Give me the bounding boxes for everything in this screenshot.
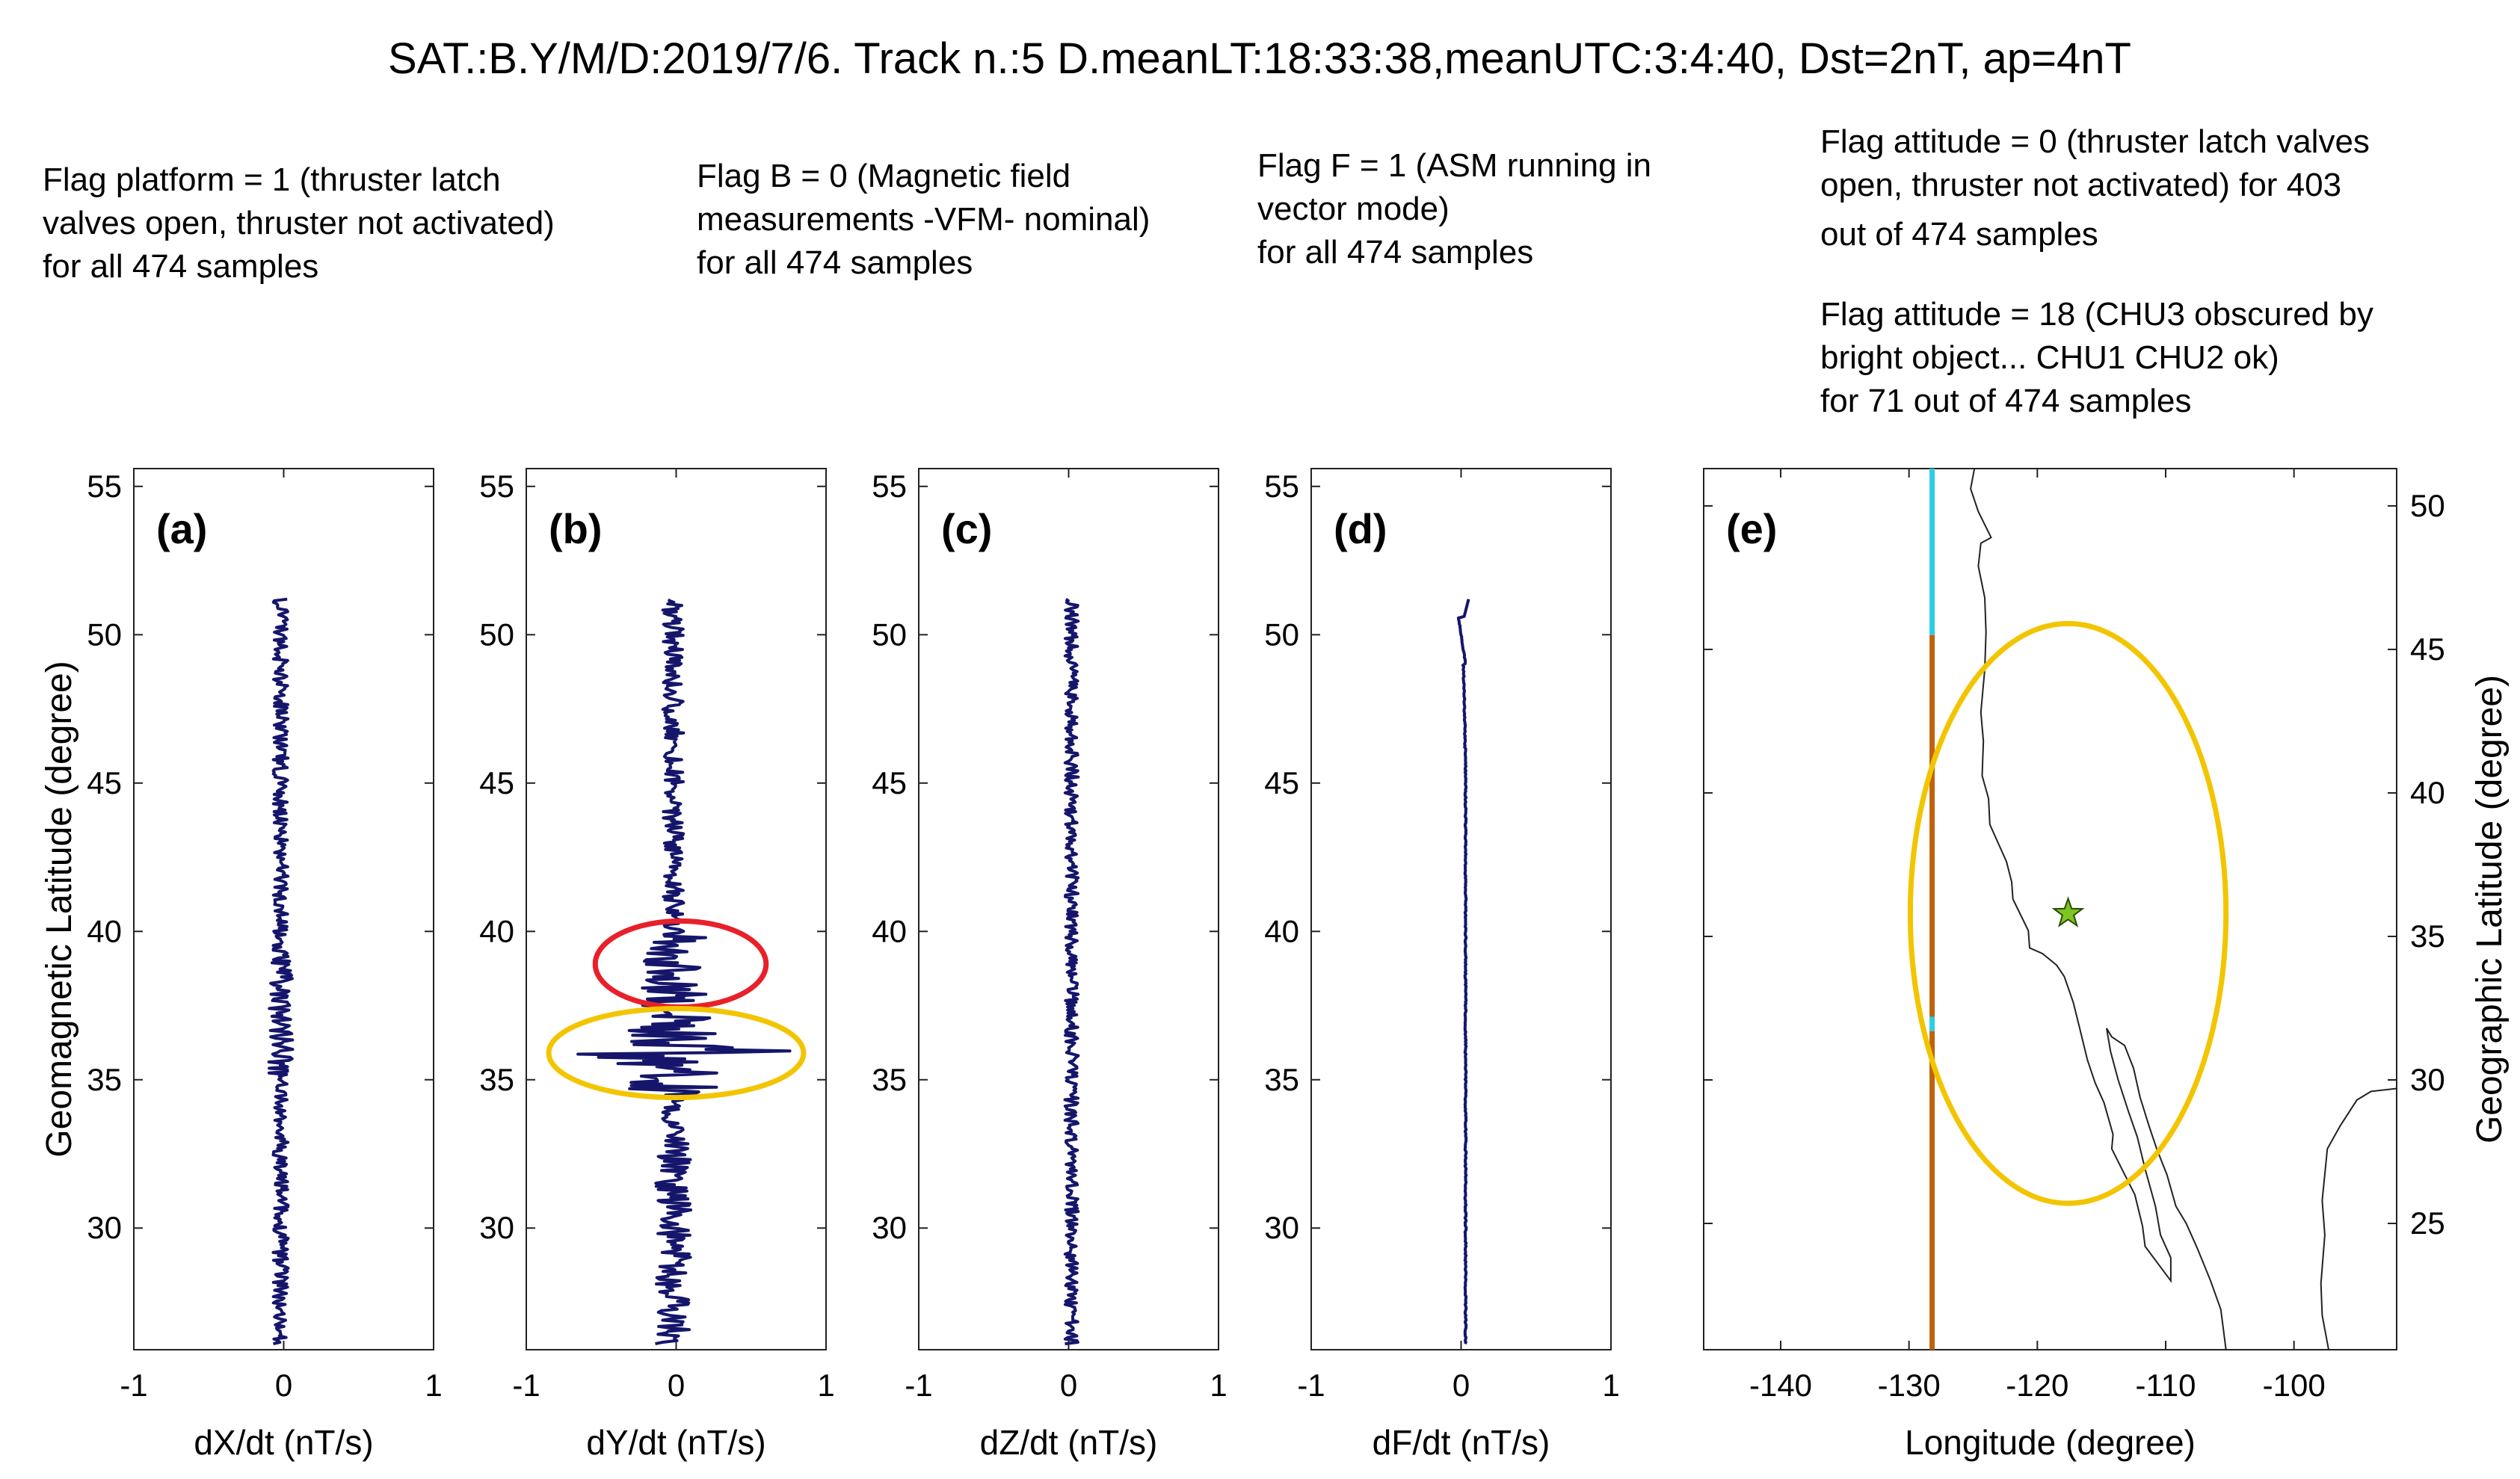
note-line: vector mode)	[1257, 191, 1450, 227]
note-line: Flag attitude = 0 (thruster latch valves	[1820, 123, 2370, 160]
y-tick-label: 55	[1264, 469, 1299, 504]
data-trace	[1063, 598, 1080, 1346]
x-tick-label: -130	[1878, 1368, 1941, 1403]
y-tick-label: 50	[1264, 617, 1299, 652]
data-trace	[576, 598, 792, 1346]
x-axis-label: dX/dt (nT/s)	[194, 1423, 373, 1462]
y-tick-label: 40	[872, 913, 907, 948]
note-line: Flag platform = 1 (thruster latch	[43, 161, 501, 198]
note-flag-attitude-18: Flag attitude = 18 (CHU3 obscured by bri…	[1820, 293, 2373, 423]
plot-frame	[1703, 468, 2397, 1350]
y-tick-label: 45	[872, 765, 907, 800]
note-line: out of 474 samples	[1820, 216, 2098, 253]
y-tick-label: 55	[479, 469, 514, 504]
data-trace	[267, 597, 295, 1346]
y-tick-label: 35	[2410, 918, 2445, 954]
x-tick-label: 1	[817, 1368, 834, 1403]
y-tick-label: 40	[1264, 913, 1299, 948]
x-tick-label: 1	[425, 1368, 442, 1403]
y-tick-label: 45	[2410, 632, 2445, 667]
y-tick-label: 55	[87, 469, 122, 504]
y-tick-label: 45	[87, 765, 122, 800]
y-tick-label: 30	[1264, 1210, 1299, 1245]
y-tick-label: 55	[872, 469, 907, 504]
note-line: valves open, thruster not activated)	[43, 205, 555, 241]
note-flag-b: Flag B = 0 (Magnetic field measurements …	[697, 155, 1150, 285]
coastline	[1970, 468, 2227, 1350]
panel-label: (b)	[549, 505, 603, 552]
note-line: Flag attitude = 18 (CHU3 obscured by	[1820, 296, 2373, 333]
y-axis-label: Geomagnetic Latitude (degree)	[40, 661, 79, 1157]
radius-circle	[1907, 620, 2229, 1206]
note-line: measurements -VFM- nominal)	[697, 201, 1150, 238]
x-tick-label: -1	[120, 1368, 147, 1403]
note-line: Flag F = 1 (ASM running in	[1257, 147, 1652, 184]
y-tick-label: 35	[1264, 1062, 1299, 1097]
panel-b: -1 0 1 30 35 40 45 50 55 dY/dt (nT/s) (b)	[479, 468, 835, 1462]
note-line: Flag B = 0 (Magnetic field	[697, 158, 1071, 194]
panel-label: (e)	[1726, 505, 1777, 552]
x-axis-label: dY/dt (nT/s)	[586, 1423, 765, 1462]
y-tick-label: 30	[872, 1210, 907, 1245]
x-tick-label: 1	[1602, 1368, 1619, 1403]
y-tick-label: 35	[872, 1062, 907, 1097]
note-line: for all 474 samples	[43, 248, 319, 285]
note-line: for 71 out of 474 samples	[1820, 383, 2192, 419]
note-line: for all 474 samples	[697, 244, 973, 281]
figure-title: SAT.:B.Y/M/D:2019/7/6. Track n.:5 D.mean…	[388, 34, 2131, 83]
y-tick-label: 35	[87, 1062, 122, 1097]
y-tick-label: 50	[872, 617, 907, 652]
x-axis-label: Longitude (degree)	[1905, 1423, 2196, 1462]
x-tick-label: -1	[512, 1368, 540, 1403]
y-tick-label: 50	[479, 617, 514, 652]
data-trace	[1456, 599, 1470, 1345]
y-tick-label: 40	[479, 913, 514, 948]
note-line: open, thruster not activated) for 403	[1820, 167, 2342, 203]
panel-a: -1 0 1 30 35 40 45 50 55 dX/dt (nT/s) Geomagnetic …	[40, 468, 443, 1462]
x-tick-label: -120	[2006, 1368, 2068, 1403]
x-tick-label: -100	[2263, 1368, 2326, 1403]
yellow-highlight-ellipse	[546, 1005, 807, 1101]
y-tick-label: 25	[2410, 1205, 2445, 1241]
x-tick-label: 1	[1210, 1368, 1227, 1403]
panel-d: -1 0 1 30 35 40 45 50 55 dF/dt (nT/s) (d)	[1264, 468, 1620, 1462]
x-axis-label: dF/dt (nT/s)	[1373, 1423, 1550, 1462]
y-tick-label: 30	[2410, 1062, 2445, 1097]
note-flag-f: Flag F = 1 (ASM running in vector mode) …	[1257, 144, 1651, 274]
y-tick-label: 40	[87, 913, 122, 948]
x-tick-label: -140	[1749, 1368, 1812, 1403]
panel-c: -1 0 1 30 35 40 45 50 55 dZ/dt (nT/s) (c)	[872, 468, 1227, 1462]
note-flag-attitude-0: Flag attitude = 0 (thruster latch valves…	[1820, 120, 2370, 256]
x-tick-label: -1	[905, 1368, 932, 1403]
y-tick-label: 30	[87, 1210, 122, 1245]
x-tick-label: 0	[1060, 1368, 1077, 1403]
note-line: bright object... CHU1 CHU2 ok)	[1820, 339, 2279, 376]
y-tick-label: 50	[87, 617, 122, 652]
x-axis-label: dZ/dt (nT/s)	[980, 1423, 1158, 1462]
panel-label: (a)	[156, 505, 207, 552]
x-tick-label: 0	[275, 1368, 292, 1403]
y-tick-label: 30	[479, 1210, 514, 1245]
panel-label: (d)	[1334, 505, 1387, 552]
y-tick-label: 35	[479, 1062, 514, 1097]
y-axis-label: Geographic Latitude (degree)	[2470, 675, 2510, 1143]
panel-e: -140 -130 -120 -110 -100 25 30 35 40 45 50 Longitud…	[1703, 468, 2510, 1462]
note-line: for all 474 samples	[1257, 234, 1534, 271]
y-tick-label: 40	[2410, 775, 2445, 810]
gulf-coastline	[2320, 1087, 2397, 1350]
x-tick-label: -1	[1297, 1368, 1325, 1403]
panel-label: (c)	[941, 505, 992, 552]
epicenter-star	[2051, 896, 2085, 927]
x-tick-label: 0	[668, 1368, 685, 1403]
note-flag-platform: Flag platform = 1 (thruster latch valves…	[43, 158, 555, 288]
x-tick-label: 0	[1452, 1368, 1470, 1403]
y-tick-label: 50	[2410, 488, 2445, 523]
plot-frame	[1310, 468, 1612, 1350]
x-tick-label: -110	[2136, 1368, 2196, 1403]
y-tick-label: 45	[479, 765, 514, 800]
y-tick-label: 45	[1264, 765, 1299, 800]
